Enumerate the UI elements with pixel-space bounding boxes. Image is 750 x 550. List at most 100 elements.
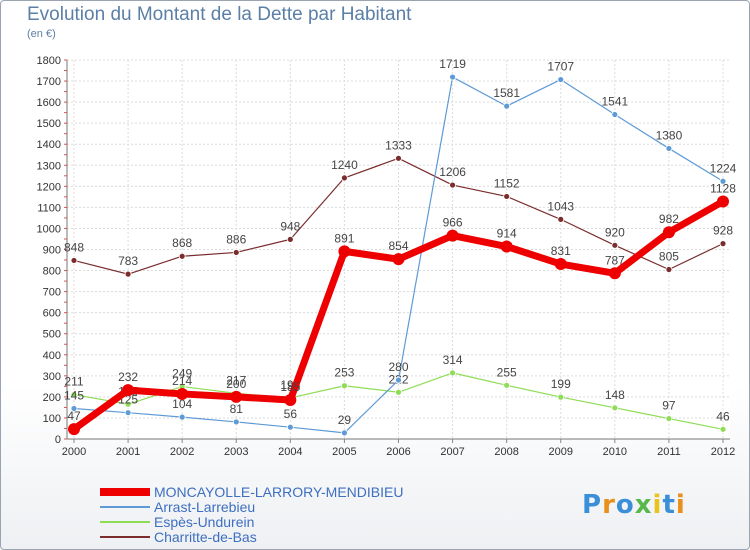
data-label-charritte-de-bas: 1333 (385, 138, 412, 152)
data-label-moncayolle-larrory-mendibieu: 787 (605, 253, 625, 267)
data-label-moncayolle-larrory-mendibieu: 854 (388, 239, 408, 253)
data-point-charritte-de-bas (286, 235, 294, 243)
data-point-espes-undurein (70, 391, 78, 398)
data-label-arrast-larrebieu: 56 (284, 407, 298, 421)
data-label-arrast-larrebieu: 29 (338, 413, 352, 427)
data-label-charritte-de-bas: 868 (172, 236, 192, 250)
data-label-charritte-de-bas: 928 (713, 224, 733, 238)
data-label-charritte-de-bas: 783 (118, 254, 138, 268)
y-tick-label: 1000 (37, 223, 61, 235)
data-label-charritte-de-bas: 1240 (331, 158, 358, 172)
data-point-arrast-larrebieu (611, 111, 619, 118)
legend-swatch (100, 521, 150, 523)
data-label-moncayolle-larrory-mendibieu: 232 (118, 370, 138, 384)
data-label-espes-undurein: 211 (64, 375, 83, 389)
data-point-arrast-larrebieu (341, 429, 348, 437)
logo-letter: t (662, 490, 676, 520)
data-point-moncayolle-larrory-mendibieu (608, 267, 621, 280)
logo-letter: i (652, 490, 663, 520)
legend-label: Charritte-de-Bas (154, 529, 257, 545)
x-tick-label: 2003 (224, 446, 248, 458)
y-tick-label: 1800 (37, 55, 61, 67)
data-label-arrast-larrebieu: 1707 (547, 60, 574, 74)
data-point-arrast-larrebieu (719, 177, 727, 185)
x-tick-label: 2006 (386, 446, 410, 458)
y-tick-label: 1500 (37, 118, 61, 130)
data-point-espes-undurein (665, 415, 673, 422)
data-point-espes-undurein (395, 388, 402, 396)
data-point-charritte-de-bas (178, 252, 186, 260)
y-tick-label: 200 (43, 392, 61, 404)
data-point-moncayolle-larrory-mendibieu (122, 384, 135, 397)
legend-swatch (100, 506, 150, 508)
x-tick-label: 2011 (657, 446, 681, 458)
data-label-charritte-de-bas: 805 (659, 250, 679, 264)
y-tick-label: 400 (43, 350, 61, 362)
data-point-moncayolle-larrory-mendibieu (717, 195, 729, 208)
data-label-charritte-de-bas: 948 (280, 219, 300, 233)
chart-title: Evolution du Montant de la Dette par Hab… (27, 4, 412, 25)
data-label-moncayolle-larrory-mendibieu: 185 (280, 380, 300, 394)
data-point-espes-undurein (124, 400, 132, 408)
data-point-charritte-de-bas (719, 240, 727, 248)
legend-swatch (100, 488, 150, 496)
y-tick-label: 100 (43, 413, 61, 425)
data-point-charritte-de-bas (665, 266, 673, 273)
data-label-espes-undurein: 314 (443, 353, 463, 367)
data-point-charritte-de-bas (503, 193, 511, 200)
data-point-moncayolle-larrory-mendibieu (446, 229, 459, 242)
data-label-moncayolle-larrory-mendibieu: 966 (443, 216, 463, 230)
data-label-arrast-larrebieu: 1380 (656, 128, 683, 142)
data-point-charritte-de-bas (70, 257, 78, 264)
logo-letter: x (634, 490, 653, 520)
y-tick-label: 1300 (37, 160, 61, 172)
data-label-arrast-larrebieu: 280 (388, 360, 408, 374)
legend-label: MONCAYOLLE-LARRORY-MENDIBIEU (154, 484, 404, 500)
data-label-arrast-larrebieu: 1224 (710, 161, 737, 175)
data-label-espes-undurein: 46 (716, 409, 730, 423)
logo-letter: r (602, 490, 616, 520)
y-tick-label: 300 (43, 371, 61, 383)
x-tick-label: 2007 (440, 446, 464, 458)
data-point-arrast-larrebieu (286, 423, 294, 431)
data-point-moncayolle-larrory-mendibieu (68, 423, 80, 436)
data-point-charritte-de-bas (341, 174, 348, 182)
y-tick-label: 1400 (37, 139, 61, 151)
data-point-arrast-larrebieu (178, 413, 186, 421)
chart-subtitle: (en €) (27, 28, 56, 40)
data-point-arrast-larrebieu (395, 376, 402, 384)
data-label-charritte-de-bas: 1206 (439, 165, 466, 179)
data-point-charritte-de-bas (232, 249, 240, 256)
data-point-espes-undurein (503, 381, 511, 389)
data-point-moncayolle-larrory-mendibieu (392, 253, 405, 266)
data-label-moncayolle-larrory-mendibieu: 200 (226, 377, 246, 391)
data-label-moncayolle-larrory-mendibieu: 214 (172, 374, 192, 388)
data-label-arrast-larrebieu: 1581 (493, 86, 520, 100)
y-tick-label: 1700 (37, 76, 61, 88)
data-point-moncayolle-larrory-mendibieu (662, 226, 675, 239)
data-point-moncayolle-larrory-mendibieu (338, 245, 351, 258)
data-label-espes-undurein: 253 (334, 366, 354, 380)
data-label-arrast-larrebieu: 145 (64, 388, 84, 402)
y-tick-label: 900 (43, 245, 61, 257)
data-label-espes-undurein: 249 (172, 367, 192, 381)
data-point-arrast-larrebieu (232, 418, 240, 426)
data-label-espes-undurein: 217 (226, 373, 246, 387)
data-label-arrast-larrebieu: 81 (230, 402, 244, 416)
y-tick-label: 500 (43, 329, 61, 341)
data-point-arrast-larrebieu (503, 102, 511, 110)
data-label-moncayolle-larrory-mendibieu: 47 (67, 409, 81, 423)
data-label-charritte-de-bas: 920 (605, 225, 625, 239)
data-label-charritte-de-bas: 1043 (547, 199, 574, 213)
data-label-charritte-de-bas: 1152 (494, 176, 520, 190)
data-point-arrast-larrebieu (124, 409, 132, 417)
legend-label: Espès-Undurein (154, 514, 255, 530)
x-tick-label: 2004 (278, 446, 302, 458)
data-point-moncayolle-larrory-mendibieu (554, 258, 567, 271)
data-label-espes-undurein: 148 (605, 388, 625, 402)
x-tick-label: 2012 (711, 446, 735, 458)
y-tick-label: 1100 (37, 202, 61, 214)
legend-swatch (100, 536, 150, 538)
y-tick-label: 800 (43, 266, 61, 278)
y-tick-label: 1200 (37, 181, 61, 193)
